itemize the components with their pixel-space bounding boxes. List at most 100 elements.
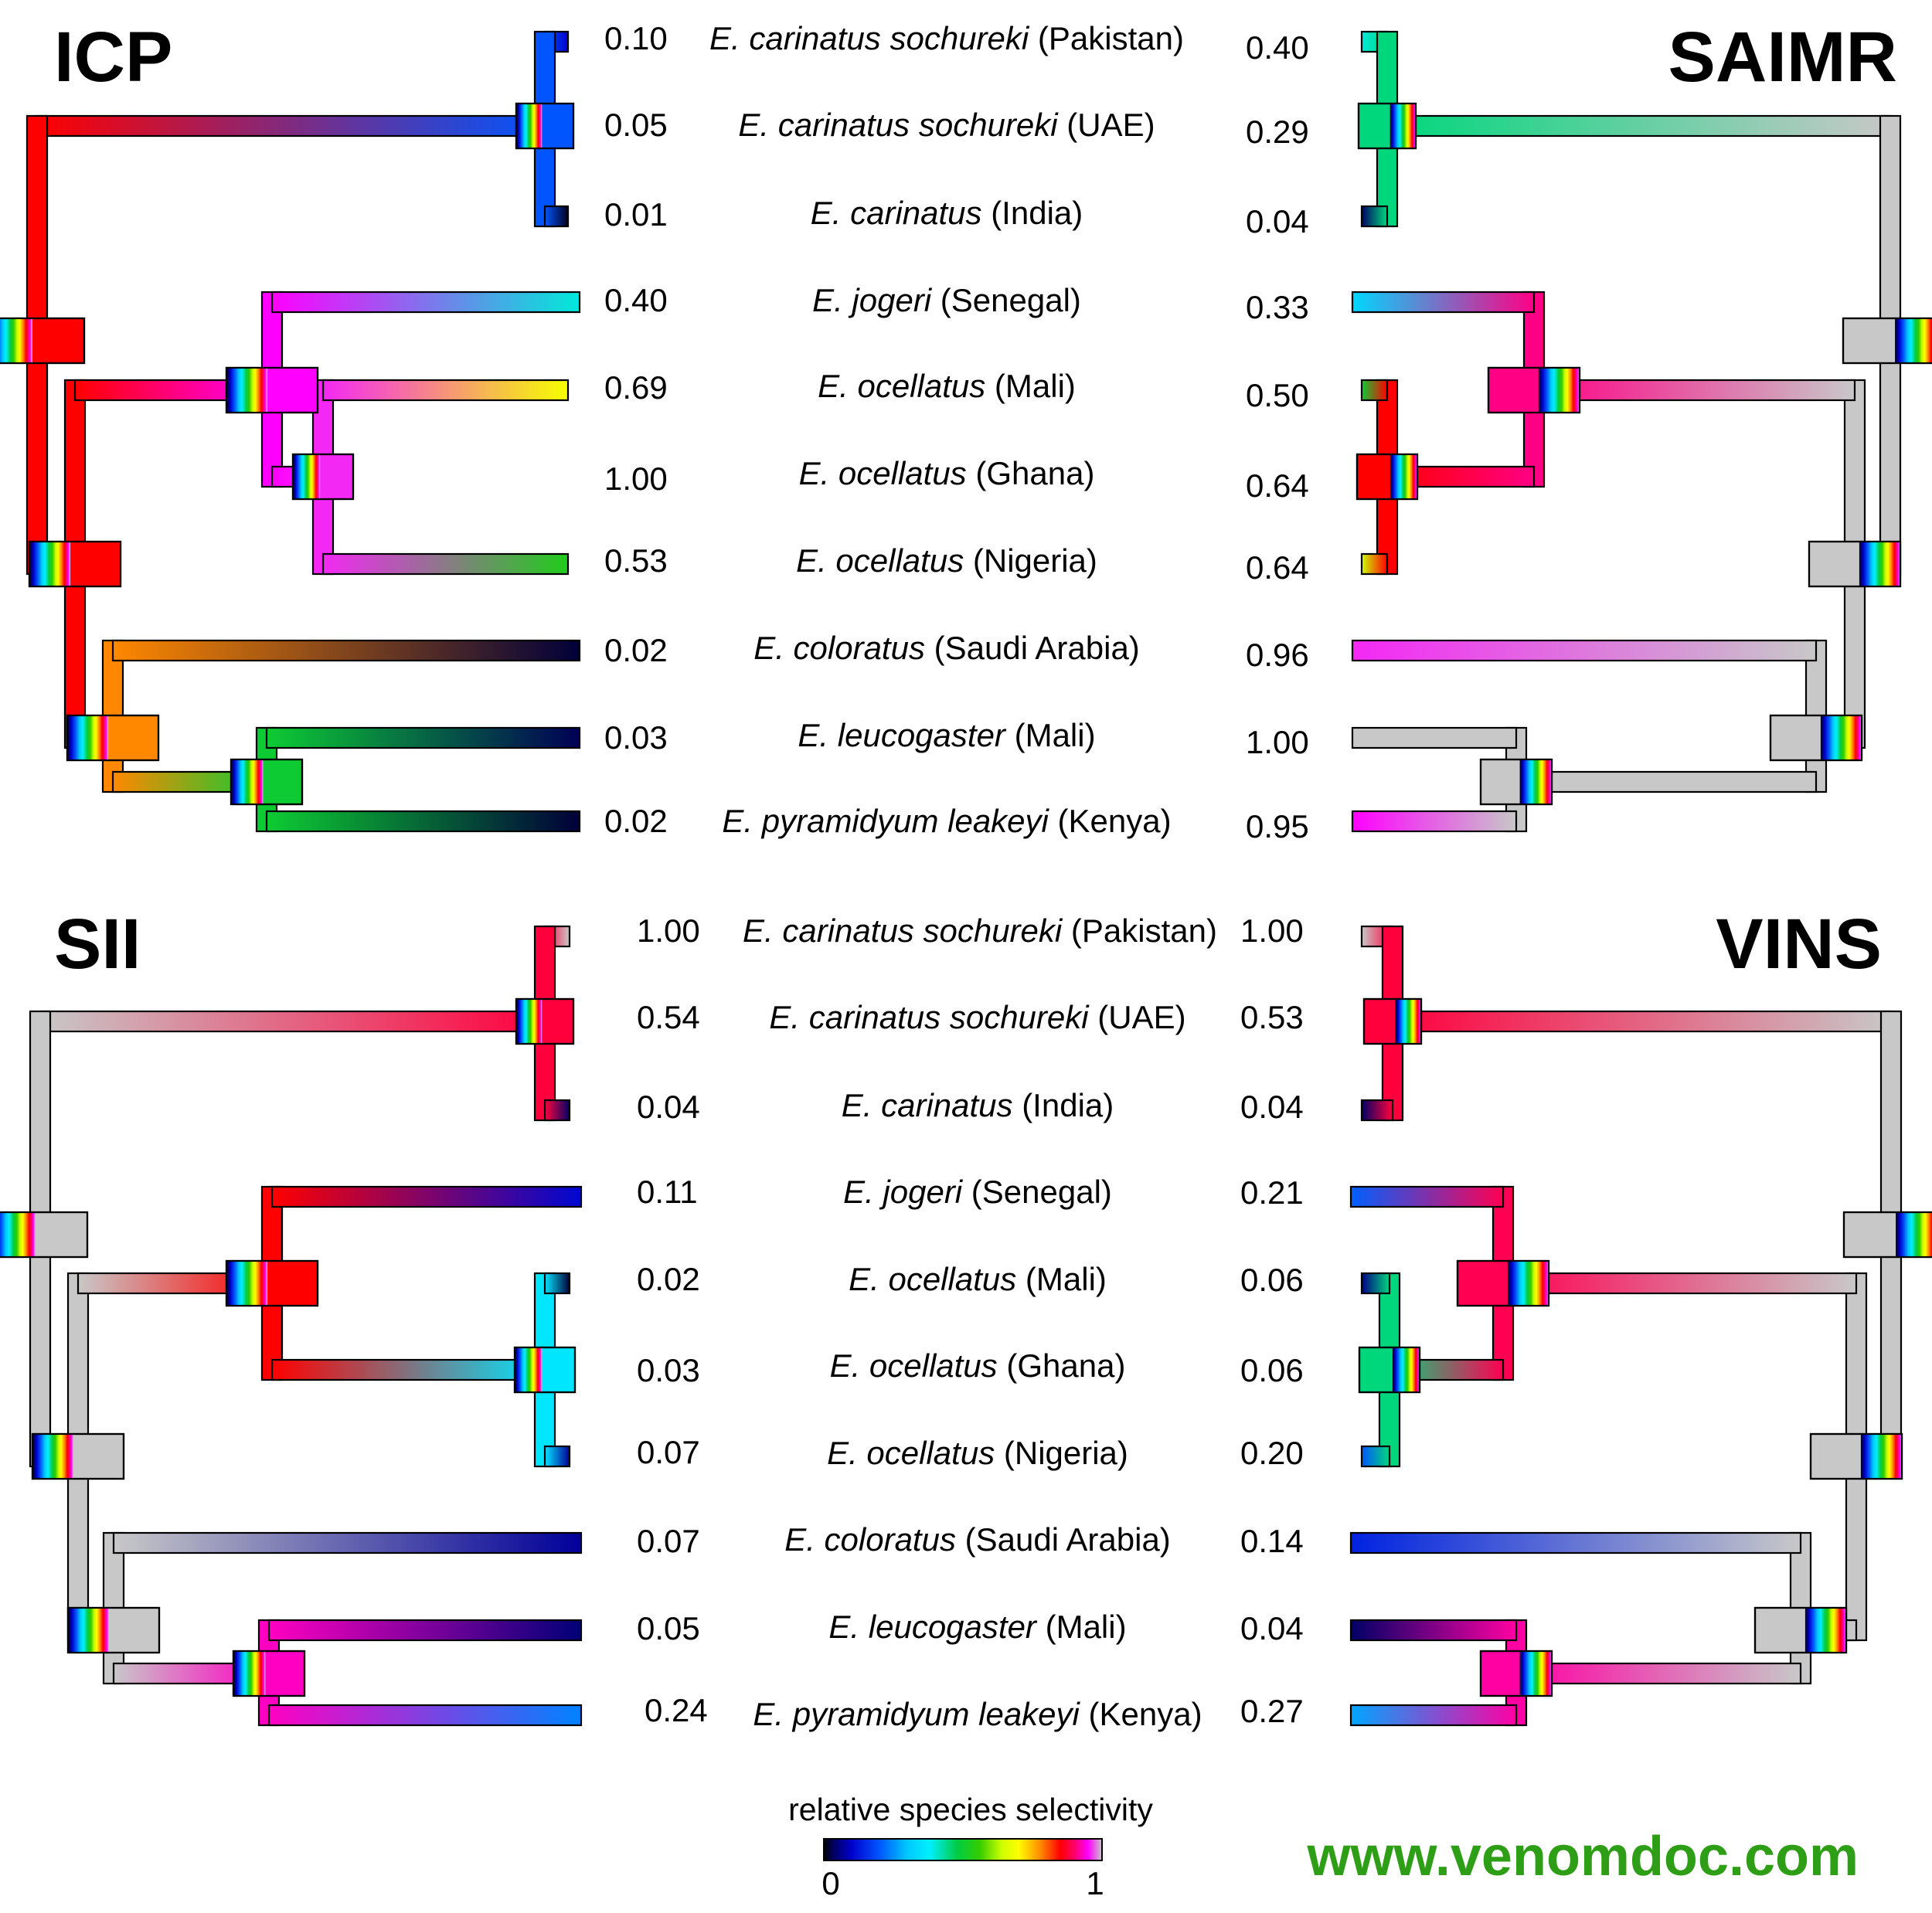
- lower-taxon-8: E. leucogaster (Mali): [828, 1609, 1126, 1645]
- saimr-value-5: 0.64: [1246, 467, 1309, 504]
- vins-node-f: [1479, 1650, 1553, 1697]
- vins-branch-tip-7: [1349, 1531, 1802, 1555]
- sii-node-f: [232, 1650, 306, 1697]
- saimr-branch-root-a: [1386, 114, 1892, 138]
- lower-taxon-7: E. coloratus (Saudi Arabia): [784, 1521, 1171, 1558]
- icp-branch-tip-3: [270, 291, 581, 314]
- saimr-branch-tip-4: [1360, 379, 1389, 402]
- saimr-title: SAIMR: [1668, 18, 1897, 97]
- lower-taxon-1: E. carinatus sochureki (UAE): [769, 999, 1185, 1035]
- lower-taxon-6: E. ocellatus (Nigeria): [827, 1435, 1128, 1471]
- icp-branches: [26, 30, 581, 833]
- vins-value-3: 0.21: [1240, 1174, 1304, 1211]
- icp-value-9: 0.02: [604, 803, 668, 839]
- sii-branch-tip-8: [267, 1619, 583, 1642]
- sii-branch-tip-7: [112, 1531, 583, 1555]
- icp-node-c: [225, 366, 319, 414]
- upper-taxon-4: E. ocellatus (Mali): [818, 368, 1076, 404]
- panel-icp: ICP: [0, 18, 581, 833]
- icp-value-7: 0.02: [604, 632, 668, 668]
- vins-node-root: [1842, 1211, 1932, 1259]
- icp-branch-tip-2: [543, 205, 570, 228]
- icp-nodes: [0, 102, 575, 806]
- sii-branch-tip-3: [270, 1185, 583, 1208]
- legend-min-label: 0: [821, 1865, 839, 1901]
- sii-value-6: 0.07: [637, 1434, 700, 1470]
- saimr-node-root: [1842, 317, 1932, 365]
- sii-branch-root-a: [39, 1010, 546, 1033]
- icp-value-4: 0.69: [604, 369, 668, 406]
- vins-values: 1.00 0.53 0.04 0.21 0.06 0.06 0.20 0.14 …: [1240, 912, 1304, 1729]
- vins-value-9: 0.27: [1240, 1693, 1304, 1729]
- saimr-branch-b-c: [1532, 379, 1856, 402]
- vins-branch-tip-9: [1349, 1704, 1518, 1727]
- saimr-node-d: [1769, 714, 1863, 762]
- panel-sii: SII: [0, 905, 583, 1727]
- website-url: www.venomdoc.com: [1307, 1826, 1859, 1888]
- saimr-branch-tip-7: [1351, 639, 1818, 662]
- vins-branch-root-a: [1391, 1010, 1893, 1033]
- icp-value-0: 0.10: [604, 20, 668, 56]
- vins-value-0: 1.00: [1240, 912, 1304, 949]
- icp-branch-tip-6: [321, 552, 570, 576]
- legend-colorbar: [823, 1838, 1103, 1861]
- sii-nodes: [0, 997, 577, 1697]
- saimr-values: 0.40 0.29 0.04 0.33 0.50 0.64 0.64 0.96 …: [1246, 29, 1309, 844]
- lower-taxa: E. carinatus sochureki (Pakistan) E. car…: [743, 912, 1217, 1732]
- vins-value-6: 0.20: [1240, 1435, 1304, 1471]
- icp-node-root: [0, 317, 86, 365]
- vins-branch-tip-4: [1360, 1272, 1391, 1295]
- saimr-node-c: [1487, 366, 1581, 414]
- vins-node-a: [1362, 997, 1423, 1045]
- vins-title: VINS: [1716, 905, 1882, 984]
- sii-node-e: [513, 1346, 577, 1394]
- vins-branch-tip-2: [1360, 1099, 1394, 1122]
- icp-branch-root-a: [36, 114, 546, 138]
- upper-taxon-6: E. ocellatus (Nigeria): [796, 542, 1097, 579]
- saimr-value-6: 0.64: [1246, 549, 1309, 586]
- icp-node-e: [291, 453, 355, 501]
- lower-taxon-3: E. jogeri (Senegal): [843, 1174, 1112, 1210]
- sii-value-0: 1.00: [637, 912, 700, 949]
- sii-branch-tip-2: [543, 1099, 571, 1122]
- saimr-node-a: [1357, 102, 1417, 150]
- legend: relative species selectivity 0 1: [788, 1792, 1153, 1901]
- icp-value-2: 0.01: [604, 196, 668, 233]
- vins-value-2: 0.04: [1240, 1089, 1304, 1125]
- saimr-value-7: 0.96: [1246, 637, 1309, 673]
- icp-values: 0.10 0.05 0.01 0.40 0.69 1.00 0.53 0.02 …: [604, 20, 668, 839]
- icp-value-8: 0.03: [604, 719, 668, 756]
- upper-taxon-8: E. leucogaster (Mali): [798, 717, 1095, 753]
- upper-taxon-7: E. coloratus (Saudi Arabia): [753, 630, 1140, 666]
- vins-value-8: 0.04: [1240, 1610, 1304, 1646]
- sii-value-4: 0.02: [637, 1261, 700, 1297]
- upper-taxa: E. carinatus sochureki (Pakistan) E. car…: [709, 20, 1184, 839]
- sii-branch-c-e: [270, 1358, 546, 1381]
- saimr-value-9: 0.95: [1246, 808, 1309, 844]
- icp-value-5: 1.00: [604, 460, 668, 497]
- saimr-branch-tip-6: [1360, 552, 1389, 576]
- lower-taxon-0: E. carinatus sochureki (Pakistan): [743, 912, 1217, 949]
- icp-value-1: 0.05: [604, 107, 668, 143]
- saimr-branch-d-f: [1515, 770, 1818, 793]
- lower-taxon-4: E. ocellatus (Mali): [849, 1261, 1107, 1297]
- sii-node-b: [31, 1432, 125, 1480]
- icp-value-3: 0.40: [604, 282, 668, 318]
- upper-taxon-5: E. ocellatus (Ghana): [799, 455, 1095, 491]
- vins-value-7: 0.14: [1240, 1523, 1304, 1559]
- lower-taxon-5: E. ocellatus (Ghana): [830, 1347, 1126, 1384]
- vins-node-e: [1358, 1346, 1421, 1394]
- upper-taxon-0: E. carinatus sochureki (Pakistan): [709, 20, 1184, 56]
- vins-value-4: 0.06: [1240, 1262, 1304, 1298]
- saimr-node-e: [1355, 453, 1419, 501]
- saimr-branch-tip-2: [1360, 205, 1389, 228]
- vins-value-1: 0.53: [1240, 999, 1304, 1035]
- icp-branch-tip-7: [111, 639, 581, 662]
- saimr-nodes: [1355, 102, 1932, 806]
- saimr-value-2: 0.04: [1246, 203, 1309, 240]
- sii-node-d: [66, 1606, 161, 1654]
- saimr-node-b: [1808, 540, 1902, 588]
- saimr-branch-tip-9: [1351, 810, 1518, 833]
- lower-taxon-9: E. pyramidyum leakeyi (Kenya): [753, 1696, 1202, 1732]
